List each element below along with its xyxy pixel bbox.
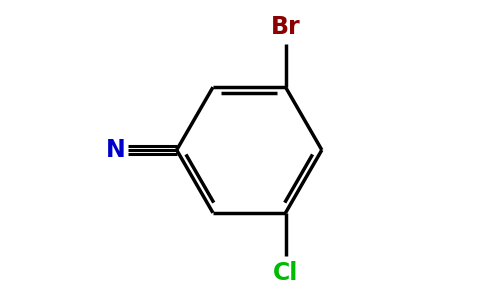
Text: N: N xyxy=(106,138,126,162)
Text: Br: Br xyxy=(271,15,301,39)
Text: Cl: Cl xyxy=(273,261,298,285)
